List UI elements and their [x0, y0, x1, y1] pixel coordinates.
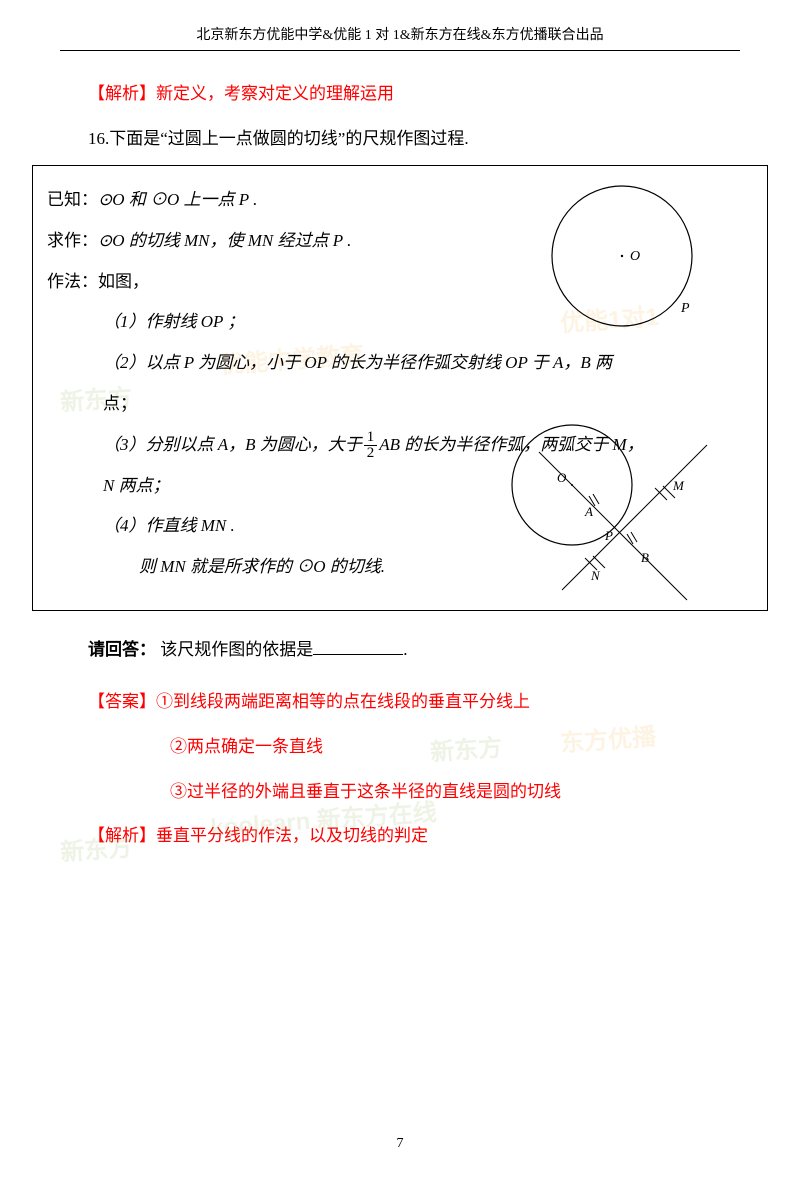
- prompt-bold: 请回答：: [88, 640, 156, 659]
- frac-den: 2: [364, 446, 378, 461]
- blank-line: [313, 638, 403, 655]
- answer-1: ①到线段两端距离相等的点在线段的垂直平分线上: [156, 692, 530, 711]
- answer-prompt: 请回答： 该尺规作图的依据是.: [88, 635, 740, 660]
- step-3a-pre: （3）分别以点 A，B 为圆心，大于: [103, 435, 362, 454]
- figure-1-circle: O P: [537, 176, 707, 346]
- answer-tag: 【答案】: [88, 692, 156, 711]
- fraction-half: 12: [364, 430, 378, 461]
- answer-line-1: 【答案】①到线段两端距离相等的点在线段的垂直平分线上: [88, 682, 740, 723]
- answer-line-3: ③过半径的外端且垂直于这条半径的直线是圆的切线: [88, 772, 740, 813]
- svg-text:P: P: [680, 301, 690, 316]
- method-body: 如图，: [98, 272, 149, 291]
- analysis-2: 【解析】垂直平分线的作法，以及切线的判定: [88, 816, 740, 857]
- question-16-title: 16.下面是“过圆上一点做圆的切线”的尺规作图过程.: [60, 124, 740, 149]
- conclusion-text: 则 MN 就是所求作的 ⊙O 的切线.: [139, 557, 385, 576]
- figure-2-construction: O A P B M N: [477, 410, 727, 610]
- page-number: 7: [0, 1136, 800, 1152]
- svg-text:O: O: [557, 470, 567, 485]
- prompt-suffix: .: [403, 640, 407, 659]
- step-3b-text: N 两点；: [103, 476, 170, 495]
- svg-text:O: O: [630, 249, 640, 264]
- analysis-text: 新定义，考察对定义的理解运用: [156, 84, 394, 103]
- svg-text:M: M: [672, 478, 685, 493]
- question-text: 下面是“过圆上一点做圆的切线”的尺规作图过程.: [109, 129, 468, 148]
- page-header: 北京新东方优能中学&优能 1 对 1&新东方在线&东方优播联合出品: [60, 24, 740, 51]
- tofind-label: 求作：: [47, 231, 98, 250]
- prompt-text: 该尺规作图的依据是: [160, 640, 313, 659]
- analysis-1: 【解析】新定义，考察对定义的理解运用: [60, 79, 740, 104]
- answer-line-2: ②两点确定一条直线: [88, 727, 740, 768]
- svg-text:P: P: [604, 528, 613, 543]
- step-1-text: （1）作射线 OP ；: [103, 312, 244, 331]
- question-number: 16.: [88, 129, 109, 148]
- svg-text:B: B: [641, 550, 649, 565]
- step-2a-text: （2）以点 P 为圆心，小于 OP 的长为半径作弧交射线 OP 于 A，B 两: [103, 353, 612, 372]
- given-label: 已知：: [47, 190, 98, 209]
- construction-box: O P 已知：⊙O 和 ⊙O 上一点 P . 求作：⊙O 的切线 MN，使 MN…: [32, 165, 768, 611]
- answer-block: 【答案】①到线段两端距离相等的点在线段的垂直平分线上 ②两点确定一条直线 ③过半…: [60, 682, 740, 857]
- given-body: ⊙O 和 ⊙O 上一点 P .: [98, 190, 257, 209]
- step-2b-text: 点；: [103, 394, 137, 413]
- svg-text:A: A: [584, 504, 593, 519]
- method-label: 作法：: [47, 272, 98, 291]
- step-4-text: （4）作直线 MN .: [103, 516, 235, 535]
- tofind-body: ⊙O 的切线 MN，使 MN 经过点 P .: [98, 231, 351, 250]
- step-2a: （2）以点 P 为圆心，小于 OP 的长为半径作弧交射线 OP 于 A，B 两: [47, 343, 747, 384]
- analysis2-tag: 【解析】: [88, 826, 156, 845]
- svg-text:N: N: [590, 568, 601, 583]
- analysis-tag: 【解析】: [88, 84, 156, 103]
- frac-num: 1: [364, 430, 378, 446]
- analysis2-text: 垂直平分线的作法，以及切线的判定: [156, 826, 428, 845]
